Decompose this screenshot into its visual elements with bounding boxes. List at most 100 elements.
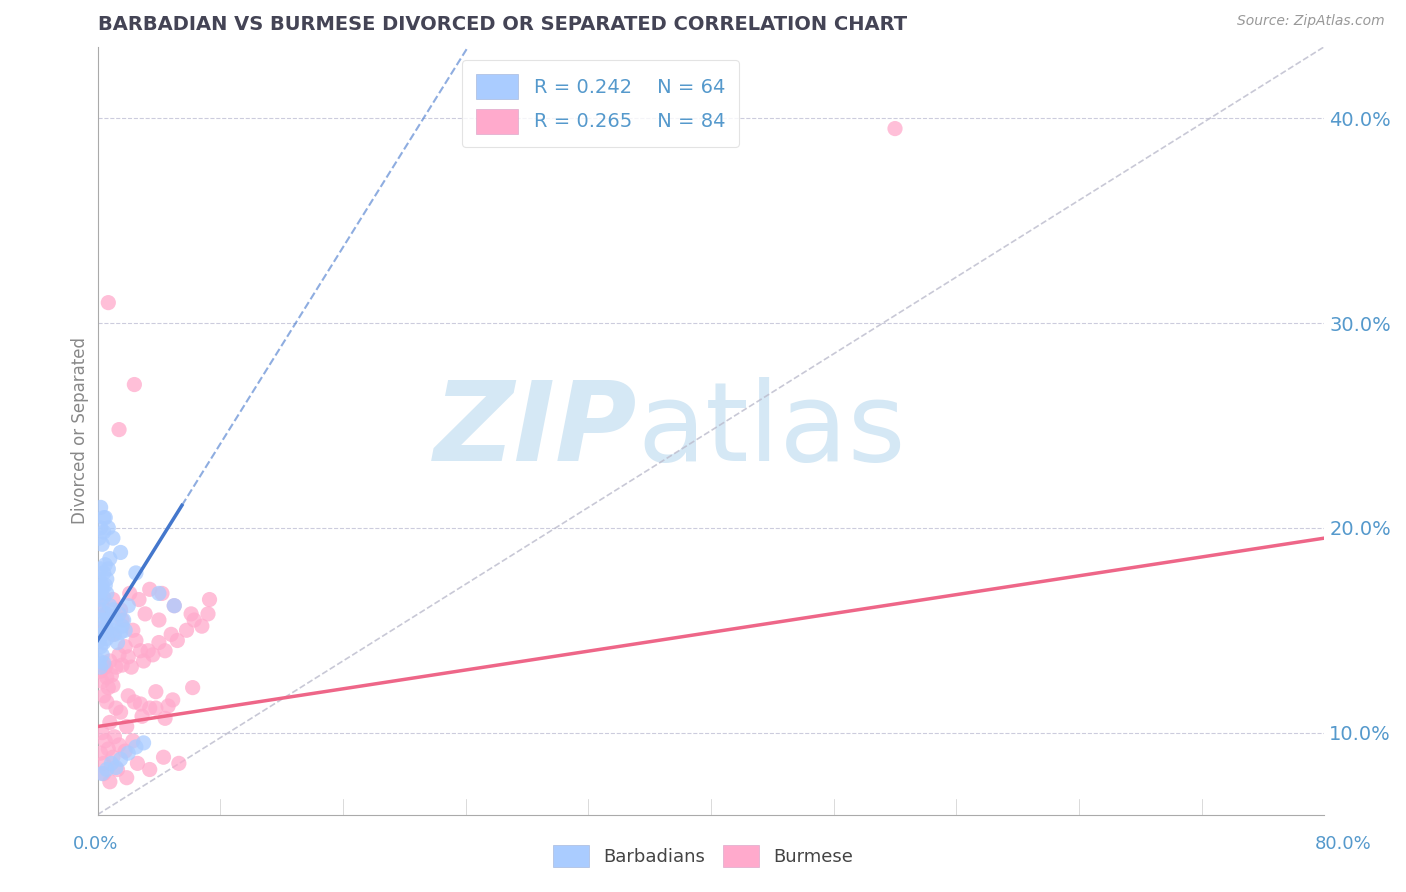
Point	[110, 705, 132, 719]
Point	[132, 736, 155, 750]
Point	[90, 664, 112, 678]
Point	[96, 624, 118, 638]
Point	[93, 524, 115, 539]
Point	[152, 750, 174, 764]
Point	[98, 654, 121, 668]
Point	[93, 689, 115, 703]
Point	[91, 648, 114, 662]
Point	[111, 619, 134, 633]
Point	[125, 566, 148, 580]
Point	[93, 635, 115, 649]
Text: atlas: atlas	[637, 377, 905, 484]
Point	[90, 521, 112, 535]
Text: 0.0%: 0.0%	[73, 835, 118, 853]
Point	[129, 697, 152, 711]
Point	[87, 531, 110, 545]
Point	[167, 756, 190, 771]
Point	[90, 603, 112, 617]
Point	[110, 752, 132, 766]
Point	[110, 545, 132, 559]
Point	[91, 674, 114, 689]
Point	[96, 695, 118, 709]
Point	[118, 586, 141, 600]
Point	[100, 624, 122, 638]
Point	[148, 635, 170, 649]
Point	[91, 627, 114, 641]
Point	[101, 750, 124, 764]
Point	[107, 763, 129, 777]
Y-axis label: Divorced or Separated: Divorced or Separated	[72, 337, 89, 524]
Point	[97, 742, 120, 756]
Point	[98, 774, 121, 789]
Point	[98, 551, 121, 566]
Point	[129, 644, 152, 658]
Point	[98, 599, 121, 613]
Point	[96, 572, 118, 586]
Point	[96, 607, 118, 621]
Point	[153, 711, 176, 725]
Point	[93, 510, 115, 524]
Point	[121, 734, 143, 748]
Point	[93, 656, 115, 670]
Point	[104, 613, 127, 627]
Point	[87, 613, 110, 627]
Point	[121, 624, 143, 638]
Point	[125, 739, 148, 754]
Point	[111, 658, 134, 673]
Point	[101, 531, 124, 545]
Point	[91, 578, 114, 592]
Point	[145, 701, 167, 715]
Point	[115, 719, 138, 733]
Point	[117, 599, 139, 613]
Text: BARBADIAN VS BURMESE DIVORCED OR SEPARATED CORRELATION CHART: BARBADIAN VS BURMESE DIVORCED OR SEPARAT…	[97, 15, 907, 34]
Point	[114, 624, 136, 638]
Point	[157, 699, 180, 714]
Point	[163, 599, 186, 613]
Point	[136, 644, 159, 658]
Point	[131, 709, 153, 723]
Point	[108, 738, 131, 752]
Text: Source: ZipAtlas.com: Source: ZipAtlas.com	[1237, 14, 1385, 28]
Point	[884, 121, 907, 136]
Point	[90, 500, 112, 515]
Point	[91, 537, 114, 551]
Point	[103, 730, 125, 744]
Point	[160, 627, 183, 641]
Point	[87, 654, 110, 668]
Point	[114, 640, 136, 654]
Point	[176, 624, 198, 638]
Point	[101, 627, 124, 641]
Point	[145, 684, 167, 698]
Point	[90, 562, 112, 576]
Point	[127, 756, 149, 771]
Point	[103, 627, 125, 641]
Point	[181, 681, 204, 695]
Point	[91, 582, 114, 597]
Point	[98, 715, 121, 730]
Point	[150, 586, 173, 600]
Point	[138, 763, 160, 777]
Point	[90, 746, 112, 760]
Text: 80.0%: 80.0%	[1315, 835, 1371, 853]
Point	[117, 689, 139, 703]
Point	[117, 649, 139, 664]
Point	[101, 603, 124, 617]
Point	[91, 725, 114, 739]
Point	[91, 627, 114, 641]
Point	[90, 660, 112, 674]
Point	[125, 633, 148, 648]
Point	[93, 766, 115, 780]
Legend: R = 0.242    N = 64, R = 0.265    N = 84: R = 0.242 N = 64, R = 0.265 N = 84	[463, 61, 740, 147]
Point	[132, 654, 155, 668]
Point	[162, 693, 184, 707]
Point	[93, 591, 115, 605]
Point	[91, 599, 114, 613]
Point	[117, 746, 139, 760]
Point	[112, 613, 135, 627]
Point	[111, 613, 134, 627]
Point	[94, 734, 117, 748]
Point	[124, 695, 146, 709]
Point	[148, 613, 170, 627]
Point	[183, 613, 205, 627]
Point	[97, 521, 120, 535]
